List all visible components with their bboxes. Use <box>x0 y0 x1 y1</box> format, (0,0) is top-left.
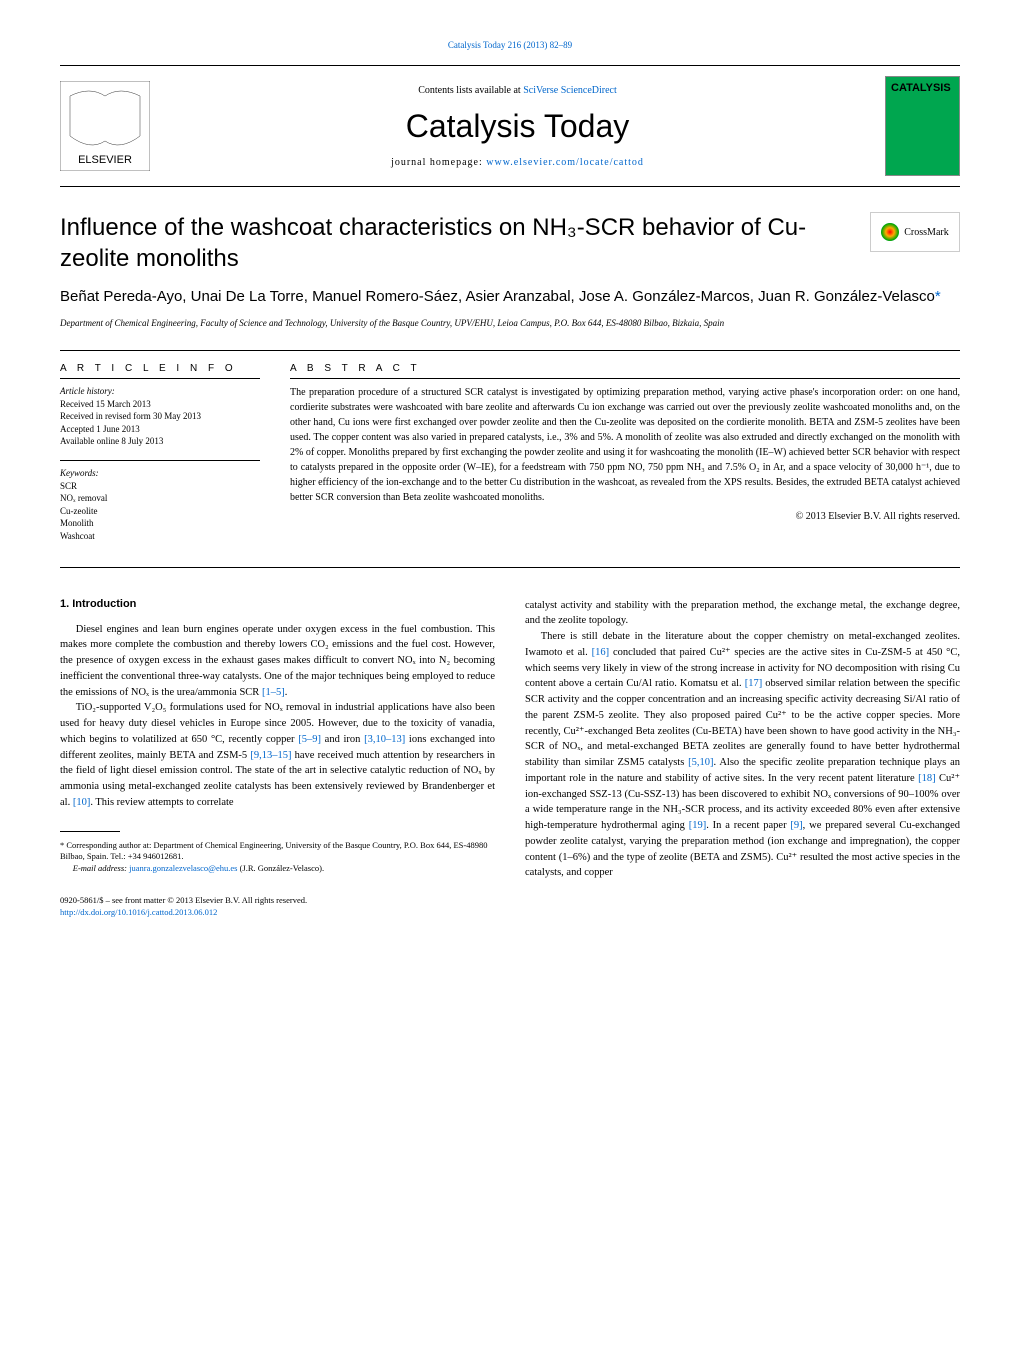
ref-link[interactable]: [3,10–13] <box>364 734 405 745</box>
crossmark-badge[interactable]: CrossMark <box>870 212 960 252</box>
ref-link[interactable]: [1–5] <box>262 687 285 698</box>
corresponding-mark: * <box>935 288 941 305</box>
cover-text: CATALYSIS <box>891 82 954 94</box>
copyright: © 2013 Elsevier B.V. All rights reserved… <box>290 511 960 522</box>
history-line: Available online 8 July 2013 <box>60 435 260 448</box>
keyword: Cu-zeolite <box>60 505 260 518</box>
svg-text:ELSEVIER: ELSEVIER <box>78 154 132 166</box>
body-columns: 1. Introduction Diesel engines and lean … <box>60 598 960 919</box>
article-history: Article history: Received 15 March 2013 … <box>60 385 260 448</box>
info-heading: A R T I C L E I N F O <box>60 363 260 379</box>
ref-link[interactable]: [9] <box>790 820 802 831</box>
journal-homepage: journal homepage: www.elsevier.com/locat… <box>170 157 865 168</box>
journal-header: ELSEVIER Contents lists available at Sci… <box>60 65 960 187</box>
text-run: . <box>285 687 288 698</box>
corresponding-footnote: * Corresponding author at: Department of… <box>60 840 495 876</box>
ref-link[interactable]: [19] <box>689 820 707 831</box>
ref-link[interactable]: [9,13–15] <box>250 750 291 761</box>
history-line: Received in revised form 30 May 2013 <box>60 410 260 423</box>
elsevier-logo: ELSEVIER <box>60 81 150 171</box>
journal-center: Contents lists available at SciVerse Sci… <box>170 85 865 168</box>
keyword: Washcoat <box>60 530 260 543</box>
intro-heading: 1. Introduction <box>60 598 495 610</box>
sciencedirect-link[interactable]: SciVerse ScienceDirect <box>523 85 617 96</box>
keywords-label: Keywords: <box>60 467 260 480</box>
doi-link[interactable]: http://dx.doi.org/10.1016/j.cattod.2013.… <box>60 907 217 917</box>
crossmark-icon <box>881 223 899 241</box>
authors-list: Beñat Pereda-Ayo, Unai De La Torre, Manu… <box>60 288 935 305</box>
email-label: E-mail address: <box>73 863 129 873</box>
ref-link[interactable]: [10] <box>73 797 91 808</box>
email-after: (J.R. González-Velasco). <box>237 863 324 873</box>
authors: Beñat Pereda-Ayo, Unai De La Torre, Manu… <box>60 286 960 307</box>
abstract-text: The preparation procedure of a structure… <box>290 385 960 505</box>
history-line: Accepted 1 June 2013 <box>60 423 260 436</box>
keywords: Keywords: SCR NOₓ removal Cu-zeolite Mon… <box>60 460 260 543</box>
title-row: Influence of the washcoat characteristic… <box>60 212 960 274</box>
footer-line: 0920-5861/$ – see front matter © 2013 El… <box>60 895 495 907</box>
info-abstract-row: A R T I C L E I N F O Article history: R… <box>60 350 960 568</box>
text-run: observed similar relation between the sp… <box>525 678 960 768</box>
history-label: Article history: <box>60 385 260 398</box>
ref-link[interactable]: [17] <box>745 678 763 689</box>
ref-link[interactable]: [5–9] <box>298 734 321 745</box>
ref-link[interactable]: [18] <box>918 773 936 784</box>
text-run: . In a recent paper <box>706 820 790 831</box>
homepage-link[interactable]: www.elsevier.com/locate/cattod <box>486 157 644 168</box>
homepage-label: journal homepage: <box>391 157 486 168</box>
article-title: Influence of the washcoat characteristic… <box>60 212 870 274</box>
body-paragraph: catalyst activity and stability with the… <box>525 598 960 630</box>
left-column: 1. Introduction Diesel engines and lean … <box>60 598 495 919</box>
right-column: catalyst activity and stability with the… <box>525 598 960 919</box>
abstract-section: A B S T R A C T The preparation procedur… <box>290 363 960 555</box>
article-info: A R T I C L E I N F O Article history: R… <box>60 363 260 555</box>
contents-text: Contents lists available at <box>418 85 523 96</box>
journal-title: Catalysis Today <box>170 108 865 145</box>
ref-link[interactable]: [16] <box>592 647 610 658</box>
affiliation: Department of Chemical Engineering, Facu… <box>60 317 960 330</box>
footnote-text: * Corresponding author at: Department of… <box>60 840 495 864</box>
history-line: Received 15 March 2013 <box>60 398 260 411</box>
text-run: . This review attempts to correlate <box>90 797 233 808</box>
body-paragraph: TiO₂-supported V₂O₅ formulations used fo… <box>60 700 495 810</box>
keyword: SCR <box>60 480 260 493</box>
keyword: Monolith <box>60 517 260 530</box>
keyword: NOₓ removal <box>60 492 260 505</box>
journal-citation: Catalysis Today 216 (2013) 82–89 <box>60 40 960 50</box>
crossmark-label: CrossMark <box>904 227 948 238</box>
body-paragraph: There is still debate in the literature … <box>525 629 960 881</box>
page-footer: 0920-5861/$ – see front matter © 2013 El… <box>60 895 495 919</box>
footnote-separator <box>60 831 120 832</box>
journal-cover: CATALYSIS <box>885 76 960 176</box>
text-run: and iron <box>321 734 364 745</box>
body-paragraph: Diesel engines and lean burn engines ope… <box>60 622 495 701</box>
abstract-heading: A B S T R A C T <box>290 363 960 379</box>
email-link[interactable]: juanra.gonzalezvelasco@ehu.es <box>129 863 237 873</box>
ref-link[interactable]: [5,10] <box>688 757 713 768</box>
contents-line: Contents lists available at SciVerse Sci… <box>170 85 865 96</box>
